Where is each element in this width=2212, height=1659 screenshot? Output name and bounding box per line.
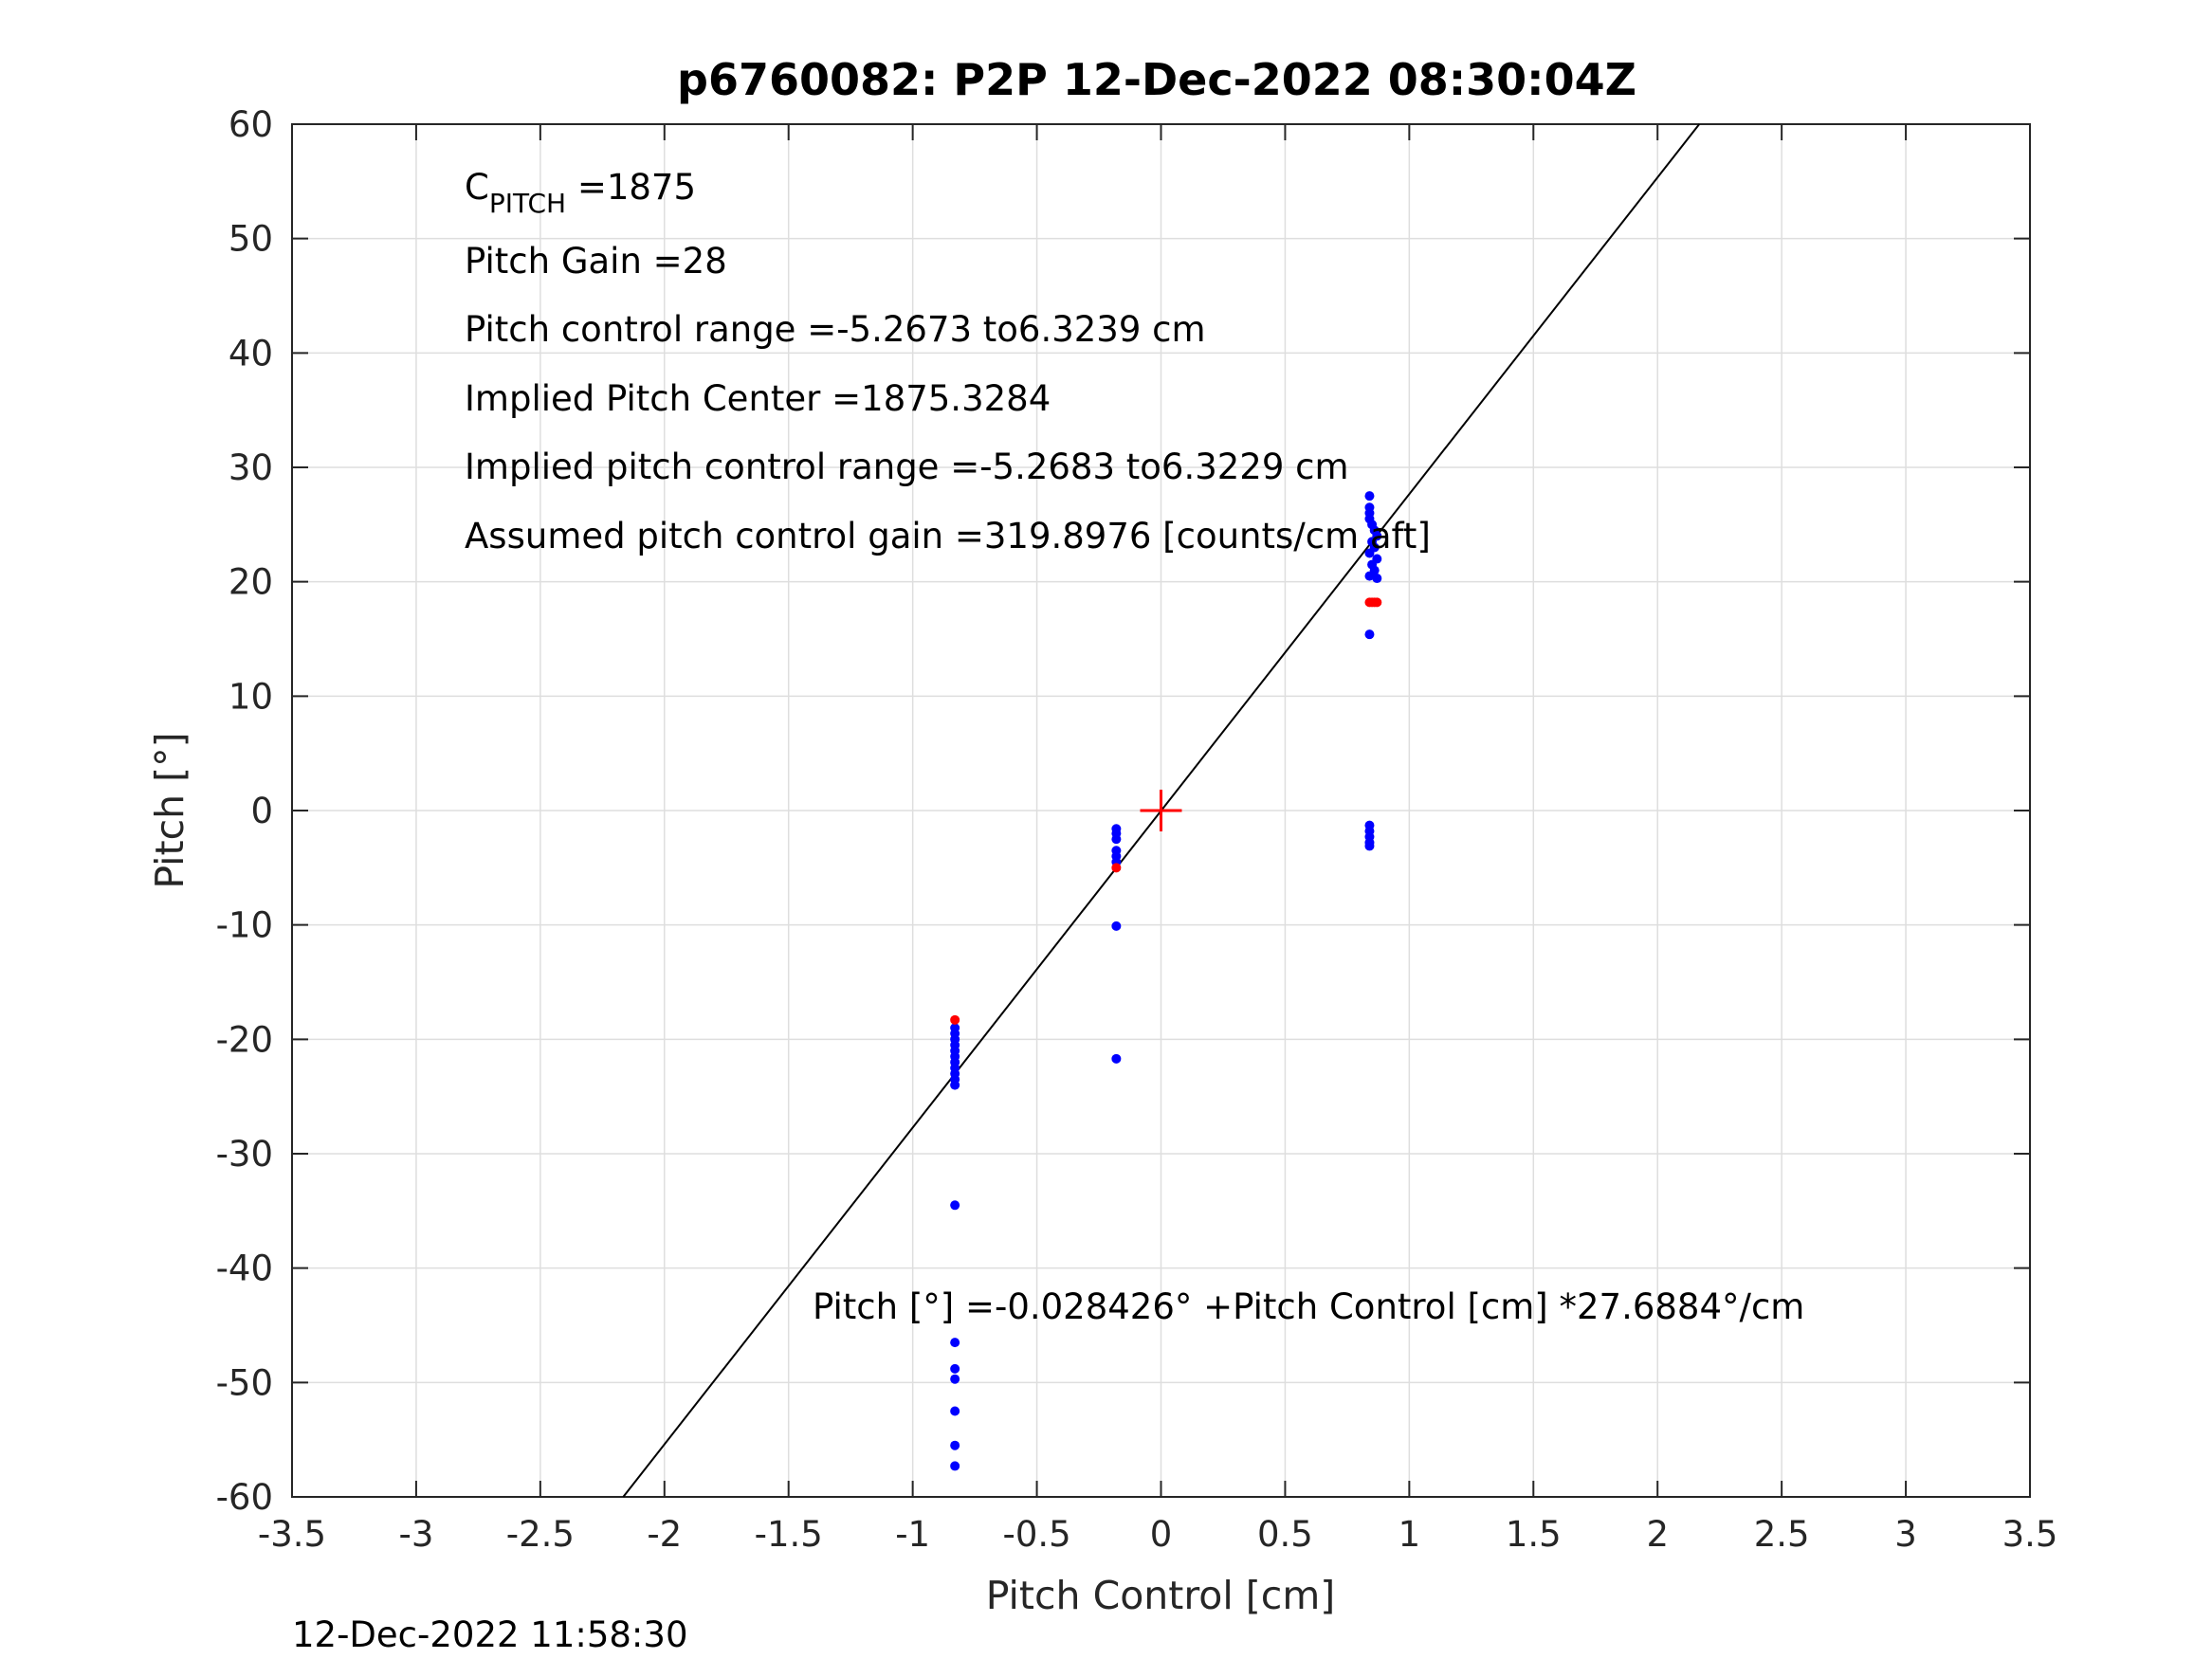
x-tick-label: 0: [1150, 1514, 1173, 1555]
chart-title: p6760082: P2P 12-Dec-2022 08:30:04Z: [677, 54, 1636, 105]
data-point: [1364, 491, 1375, 501]
grid-lines: [292, 124, 2030, 1497]
data-point: [950, 1363, 960, 1374]
x-tick-label: -2.5: [506, 1514, 575, 1555]
center-marker-layer: [1140, 790, 1182, 831]
pitch-gain-annotation: Pitch Gain =28: [465, 241, 727, 282]
data-point: [950, 1406, 960, 1416]
x-tick-label: 3: [1894, 1514, 1917, 1555]
data-point: [1364, 841, 1375, 851]
x-tick-labels: -3.5 -3 -2.5 -2 -1.5 -1 -0.5 0 0.5 1 1.5 2 2.5 3 3.5: [258, 1514, 2058, 1555]
y-tick-label: 40: [229, 333, 273, 374]
y-tick-label: -10: [216, 905, 273, 946]
y-tick-label: 10: [229, 676, 273, 717]
flagged-data-point: [950, 1014, 960, 1025]
y-tick-label: -40: [216, 1249, 273, 1289]
y-tick-label: 20: [229, 562, 273, 603]
x-tick-label: 3.5: [2002, 1514, 2058, 1555]
y-tick-label: -20: [216, 1019, 273, 1060]
x-tick-label: 1.5: [1506, 1514, 1562, 1555]
x-tick-label: -3.5: [258, 1514, 326, 1555]
assumed-gain-annotation: Assumed pitch control gain =319.8976 [co…: [465, 516, 1431, 556]
y-tick-label: -30: [216, 1134, 273, 1175]
x-tick-label: -0.5: [1002, 1514, 1070, 1555]
data-point: [950, 1200, 960, 1211]
x-axis-label: Pitch Control [cm]: [986, 1573, 1336, 1618]
y-tick-labels: -60 -50 -40 -30 -20 -10 0 10 20 30 40 50 60: [216, 104, 273, 1518]
x-tick-label: -1.5: [755, 1514, 823, 1555]
cpitch-value: =1875: [566, 167, 696, 208]
data-point: [950, 1374, 960, 1384]
implied-center-annotation: Implied Pitch Center =1875.3284: [465, 378, 1051, 419]
data-point: [950, 1080, 960, 1090]
data-point: [950, 1440, 960, 1450]
data-point: [1111, 834, 1122, 845]
x-tick-label: 1: [1398, 1514, 1421, 1555]
fit-equation-annotation: Pitch [°] =-0.028426° +Pitch Control [cm…: [813, 1286, 1804, 1327]
y-tick-label: 50: [229, 219, 273, 260]
y-tick-label: 60: [229, 104, 273, 145]
y-axis-label: Pitch [°]: [147, 732, 192, 888]
y-tick-label: -50: [216, 1362, 273, 1403]
implied-range-annotation: Implied pitch control range =-5.2683 to6…: [465, 447, 1349, 487]
data-points-layer: [950, 491, 1382, 1471]
data-point: [1364, 571, 1375, 581]
data-point: [1364, 629, 1375, 640]
x-tick-label: -2: [647, 1514, 682, 1555]
flagged-data-point: [1111, 863, 1122, 873]
data-point: [950, 1461, 960, 1471]
x-tick-label: -3: [398, 1514, 433, 1555]
footer-timestamp: 12-Dec-2022 11:58:30: [292, 1614, 687, 1655]
control-range-annotation: Pitch control range =-5.2673 to6.3239 cm: [465, 309, 1206, 350]
x-tick-label: 0.5: [1257, 1514, 1313, 1555]
x-tick-label: 2: [1646, 1514, 1669, 1555]
y-tick-label: -60: [216, 1477, 273, 1518]
data-point: [1111, 1053, 1122, 1064]
y-tick-label: 0: [250, 791, 273, 831]
flagged-data-point: [1372, 597, 1382, 608]
cpitch-prefix: C: [465, 167, 489, 208]
data-point: [1364, 548, 1375, 558]
x-tick-label: 2.5: [1754, 1514, 1810, 1555]
data-point: [1111, 921, 1122, 931]
data-point: [950, 1338, 960, 1348]
cpitch-annotation: CPITCH =1875: [465, 167, 696, 219]
cpitch-subscript: PITCH: [489, 188, 566, 219]
x-tick-label: -1: [895, 1514, 930, 1555]
y-tick-label: 30: [229, 447, 273, 488]
data-point: [1372, 574, 1382, 584]
axis-ticks: [291, 123, 2031, 1498]
